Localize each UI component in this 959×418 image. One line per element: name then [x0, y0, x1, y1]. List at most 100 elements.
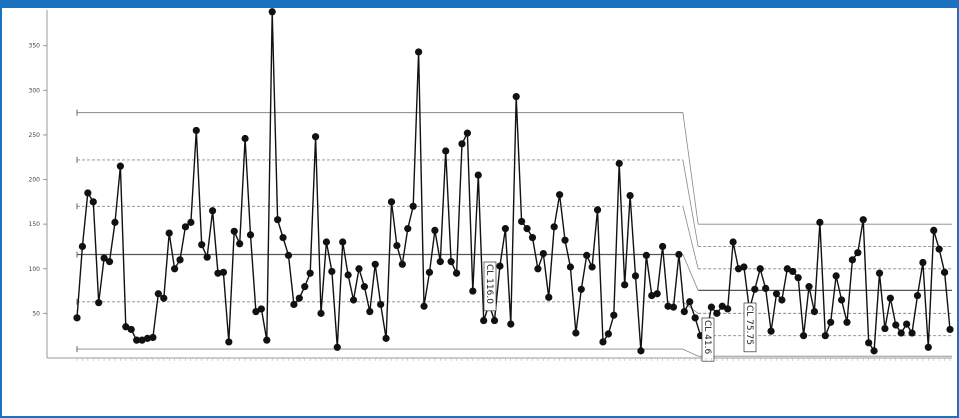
data-point	[550, 223, 558, 231]
data-point	[95, 299, 103, 307]
data-point	[73, 314, 81, 322]
data-point	[599, 338, 607, 346]
data-point	[886, 294, 894, 302]
data-point	[122, 323, 130, 331]
data-point	[881, 324, 889, 333]
data-point	[203, 253, 211, 261]
data-point	[810, 308, 819, 316]
data-point	[734, 265, 743, 273]
data-point	[518, 217, 526, 226]
series-line	[76, 11, 951, 353]
data-point	[935, 245, 943, 253]
data-point	[501, 225, 509, 233]
data-point	[311, 133, 320, 141]
data-point	[420, 302, 428, 310]
annotation-text: CL 41.6	[702, 320, 712, 354]
data-point	[751, 285, 759, 293]
y-tick-label: 250	[29, 132, 41, 139]
data-point	[344, 271, 352, 279]
data-point	[89, 198, 97, 206]
data-point	[816, 218, 824, 226]
data-point	[919, 258, 927, 267]
data-point	[387, 198, 396, 206]
data-point	[474, 171, 482, 179]
data-point	[827, 318, 835, 326]
data-point	[648, 291, 656, 300]
data-point	[930, 226, 938, 234]
data-point	[171, 265, 179, 273]
data-point	[875, 269, 884, 277]
data-point	[843, 318, 851, 326]
data-point	[100, 254, 108, 262]
y-tick-label: 350	[29, 43, 41, 50]
annotation-box	[483, 261, 497, 312]
data-point	[940, 268, 949, 276]
data-point	[767, 327, 775, 335]
data-point	[360, 283, 368, 291]
data-point	[138, 336, 146, 344]
data-series	[73, 8, 954, 355]
data-point	[328, 267, 336, 276]
data-point	[295, 294, 303, 302]
data-point	[490, 316, 499, 325]
data-point	[176, 256, 184, 264]
phase-connector	[682, 112, 699, 225]
data-point	[225, 338, 233, 346]
data-point	[187, 218, 195, 226]
data-point	[458, 140, 466, 148]
data-point	[274, 216, 282, 224]
category-labels	[76, 358, 951, 361]
data-point	[84, 189, 92, 197]
phase-connector	[682, 254, 699, 291]
data-point	[691, 314, 699, 322]
data-point	[675, 250, 683, 259]
data-point	[778, 296, 786, 304]
data-point	[686, 298, 694, 306]
data-point	[718, 302, 726, 310]
data-point	[257, 305, 265, 313]
data-point	[707, 303, 716, 311]
data-point	[615, 159, 623, 168]
data-point	[442, 147, 450, 155]
phase-connector	[682, 301, 699, 314]
data-point	[116, 162, 124, 170]
data-point	[659, 242, 667, 251]
data-point	[534, 265, 542, 273]
data-point	[577, 285, 585, 293]
data-point	[236, 240, 244, 248]
data-point	[322, 238, 331, 246]
data-point	[111, 218, 119, 226]
data-point	[545, 293, 553, 301]
data-point	[143, 334, 152, 342]
data-point	[436, 258, 444, 266]
data-point	[78, 242, 87, 251]
data-point	[371, 260, 379, 268]
y-tick-label: 50	[32, 310, 40, 317]
data-point	[317, 309, 325, 317]
data-point	[241, 134, 249, 143]
data-point	[626, 192, 634, 200]
data-point	[214, 269, 222, 277]
data-point	[783, 265, 791, 273]
data-point	[469, 287, 477, 295]
data-point	[539, 250, 547, 258]
data-point	[133, 336, 141, 344]
data-point	[198, 241, 206, 249]
data-point	[512, 92, 520, 101]
phase-connector	[682, 206, 699, 269]
data-point	[832, 272, 840, 280]
data-point	[496, 262, 504, 270]
data-point	[165, 229, 173, 237]
data-point	[821, 332, 829, 340]
data-point	[566, 263, 575, 271]
data-point	[366, 308, 374, 316]
data-point	[561, 236, 569, 244]
data-point	[680, 308, 688, 316]
data-point	[382, 334, 390, 342]
cl-annotation: CL 41.6	[701, 317, 715, 362]
data-point	[431, 226, 439, 234]
data-point	[637, 347, 645, 355]
data-point	[301, 283, 309, 291]
data-point	[284, 251, 293, 259]
data-point	[799, 332, 808, 340]
